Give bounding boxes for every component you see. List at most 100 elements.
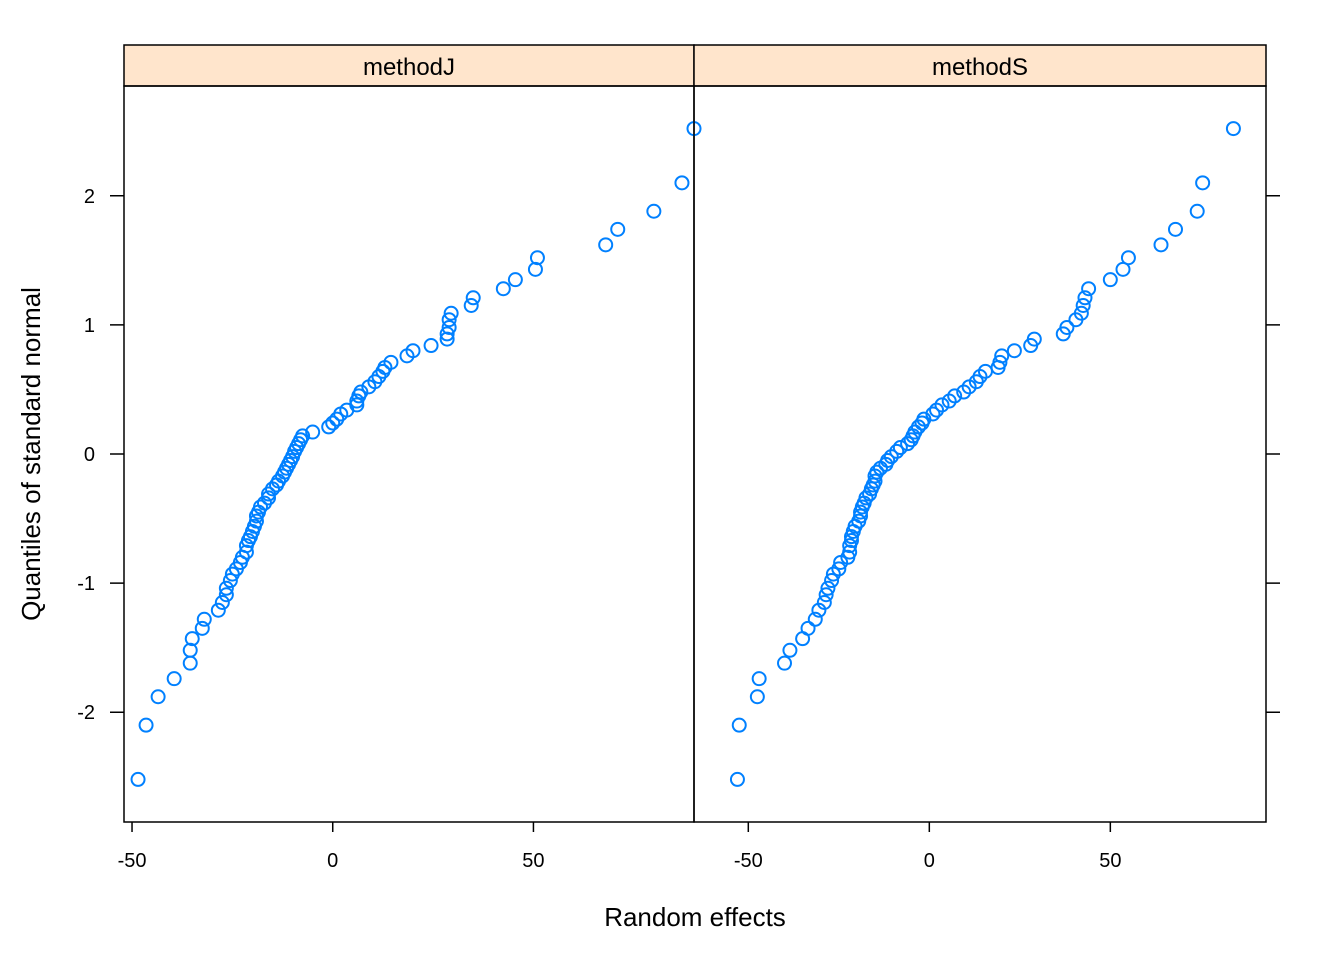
data-point — [1153, 237, 1169, 253]
data-point — [252, 499, 268, 515]
y-axis-ticks: -2 -1 0 1 2 — [77, 186, 1280, 724]
data-point — [439, 331, 455, 347]
data-point — [507, 272, 523, 288]
data-point — [1026, 331, 1042, 347]
data-point — [441, 319, 457, 335]
data-point — [992, 354, 1008, 370]
data-point — [214, 594, 230, 610]
data-point — [166, 671, 182, 687]
data-point — [405, 343, 421, 359]
data-point — [782, 642, 798, 658]
data-point — [729, 771, 745, 787]
panel-frame — [693, 85, 1267, 823]
data-point — [1225, 121, 1241, 137]
data-point — [674, 175, 690, 191]
data-point — [934, 397, 950, 413]
points-methodJ — [130, 121, 702, 787]
data-point — [843, 533, 859, 549]
data-point — [1167, 221, 1183, 237]
data-point — [777, 655, 793, 671]
data-point — [880, 452, 896, 468]
data-point — [867, 473, 883, 489]
data-point — [138, 717, 154, 733]
data-point — [423, 338, 439, 354]
data-point — [598, 237, 614, 253]
y-tick-label: -1 — [77, 573, 95, 595]
data-point — [816, 594, 832, 610]
data-point — [831, 561, 847, 577]
panel-methodJ: methodJ -50 0 50 — [118, 44, 702, 872]
data-point — [925, 406, 941, 422]
x-tick-label: 0 — [327, 850, 338, 872]
panel-frame — [123, 85, 695, 823]
data-point — [305, 424, 321, 440]
panel-methodS: methodS -50 0 50 — [693, 44, 1267, 872]
data-point — [130, 771, 146, 787]
data-point — [527, 261, 543, 277]
data-point — [889, 443, 905, 459]
data-point — [1075, 298, 1091, 314]
y-tick-label: 1 — [84, 315, 95, 337]
data-point — [238, 544, 254, 560]
data-point — [184, 631, 200, 647]
data-point — [150, 689, 166, 705]
data-point — [210, 602, 226, 618]
data-point — [1102, 272, 1118, 288]
data-point — [196, 611, 212, 627]
data-point — [218, 580, 234, 596]
data-point — [807, 611, 823, 627]
data-point — [353, 384, 369, 400]
data-point — [463, 298, 479, 314]
x-tick-label: 50 — [522, 850, 544, 872]
data-point — [1006, 343, 1022, 359]
data-point — [439, 326, 455, 342]
data-point — [1081, 281, 1097, 297]
y-tick-label: 2 — [84, 186, 95, 208]
data-point — [495, 281, 511, 297]
y-axis-label: Quantiles of standard normal — [16, 287, 46, 621]
data-point — [610, 221, 626, 237]
data-point — [182, 655, 198, 671]
data-point — [646, 203, 662, 219]
data-point — [222, 573, 238, 589]
data-point — [892, 440, 908, 456]
data-point — [295, 428, 311, 444]
data-point — [818, 587, 834, 603]
x-axis-label: Random effects — [604, 902, 786, 932]
x-tick-label: -50 — [734, 850, 763, 872]
panels: methodJ -50 0 50 methodS -50 0 50 — [118, 44, 1267, 872]
y-tick-label: 0 — [84, 444, 95, 466]
data-point — [465, 290, 481, 306]
strip-background — [693, 44, 1267, 87]
points-methodS — [729, 121, 1241, 787]
data-point — [325, 415, 341, 431]
data-point — [1120, 250, 1136, 266]
data-point — [824, 573, 840, 589]
strip-background — [123, 44, 695, 87]
data-point — [182, 642, 198, 658]
data-point — [820, 580, 836, 596]
data-point — [349, 397, 365, 413]
data-point — [441, 312, 457, 328]
data-point — [751, 671, 767, 687]
data-point — [261, 490, 277, 506]
data-point — [1073, 305, 1089, 321]
strip-label: methodS — [932, 54, 1028, 81]
data-point — [749, 689, 765, 705]
x-tick-label: -50 — [118, 850, 147, 872]
data-point — [321, 419, 337, 435]
data-point — [842, 544, 858, 560]
data-point — [194, 620, 210, 636]
data-point — [218, 587, 234, 603]
data-point — [800, 620, 816, 636]
data-point — [869, 464, 885, 480]
data-point — [1189, 203, 1205, 219]
y-tick-label: -2 — [77, 702, 95, 724]
data-point — [731, 717, 747, 733]
data-point — [1077, 290, 1093, 306]
data-point — [443, 305, 459, 321]
data-point — [947, 388, 963, 404]
x-tick-label: 0 — [924, 850, 935, 872]
data-point — [1195, 175, 1211, 191]
